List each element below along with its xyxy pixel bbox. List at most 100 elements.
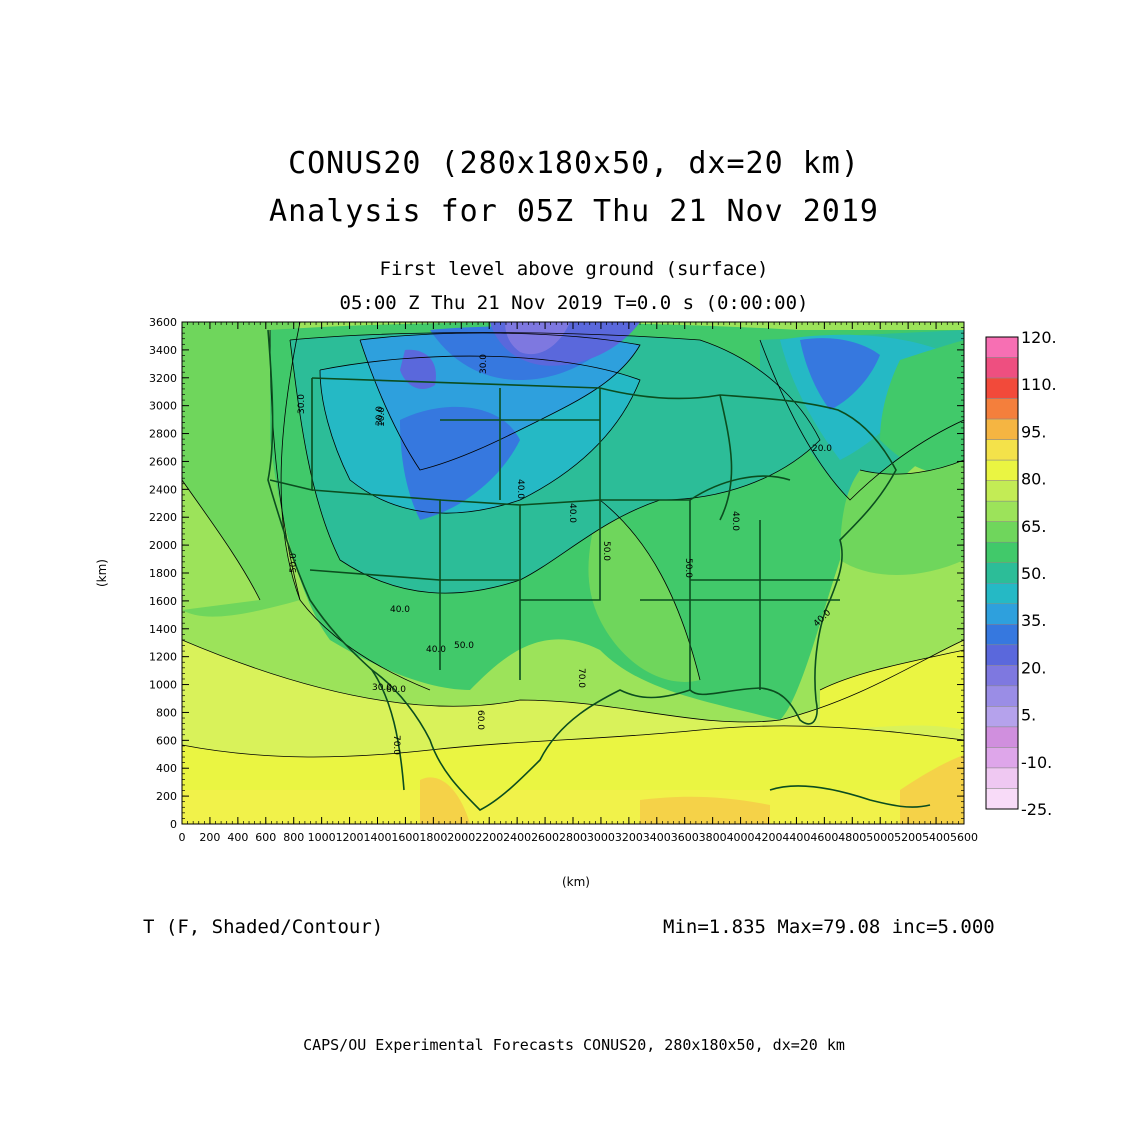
time-subtitle: 05:00 Z Thu 21 Nov 2019 T=0.0 s (0:00:00… <box>339 292 809 314</box>
x-tick-label: 5200 <box>894 831 922 844</box>
x-tick-label: 400 <box>227 831 248 844</box>
colorbar-swatch <box>985 644 1019 666</box>
x-tick-label: 1200 <box>336 831 364 844</box>
colorbar-swatch <box>985 541 1019 563</box>
x-tick-label: 1400 <box>364 831 392 844</box>
x-tick-label: 3000 <box>587 831 615 844</box>
colorbar-swatch <box>985 480 1019 502</box>
x-tick-label: 2000 <box>447 831 475 844</box>
colorbar-swatch <box>985 624 1019 646</box>
colorbar-swatch <box>985 357 1019 379</box>
colorbar-label: 35. <box>1021 611 1046 630</box>
contour-label: 50.0 <box>601 541 611 561</box>
y-tick-label: 200 <box>156 790 177 803</box>
colorbar-swatch <box>985 767 1019 789</box>
x-tick-label: 5000 <box>866 831 894 844</box>
contour-label: 40.0 <box>567 503 577 523</box>
y-tick-label: 1000 <box>149 679 177 692</box>
colorbar-swatch <box>985 706 1019 728</box>
contour-label: 60.0 <box>386 685 406 695</box>
colorbar-swatch <box>985 788 1019 810</box>
x-tick-label: 5400 <box>922 831 950 844</box>
x-tick-label: 3800 <box>699 831 727 844</box>
x-tick-label: 2400 <box>503 831 531 844</box>
colorbar-swatch <box>985 521 1019 543</box>
y-tick-label: 2600 <box>149 455 177 468</box>
level-subtitle: First level above ground (surface) <box>379 258 769 280</box>
x-tick-label: 3600 <box>671 831 699 844</box>
colorbar-swatch <box>985 726 1019 748</box>
colorbar-swatch <box>985 583 1019 605</box>
contour-label: 40.0 <box>515 479 525 499</box>
y-tick-label: 1400 <box>149 623 177 636</box>
x-tick-label: 2200 <box>475 831 503 844</box>
contour-label: 10.0 <box>377 407 387 427</box>
x-tick-label: 200 <box>199 831 220 844</box>
contour-label: 70.0 <box>391 735 401 755</box>
contour-lines <box>182 322 964 758</box>
colorbar-label: -25. <box>1021 800 1052 819</box>
x-tick-label: 4600 <box>810 831 838 844</box>
x-tick-label: 2600 <box>531 831 559 844</box>
colorbar-swatch <box>985 665 1019 687</box>
x-tick-label: 3200 <box>615 831 643 844</box>
contour-label: 30.0 <box>375 406 385 426</box>
y-tick-label: 2400 <box>149 483 177 496</box>
colorbar-label: 120. <box>1021 328 1057 347</box>
colorbar-swatch <box>985 747 1019 769</box>
y-axis-label: (km) <box>95 559 109 587</box>
contour-label: 50.0 <box>454 641 474 651</box>
contour-label: 30.0 <box>297 394 307 414</box>
y-tick-label: 3000 <box>149 400 177 413</box>
stats-label: Min=1.835 Max=79.08 inc=5.000 <box>663 916 995 938</box>
colorbar-swatch <box>985 562 1019 584</box>
x-tick-label: 800 <box>283 831 304 844</box>
colorbar-swatch <box>985 500 1019 522</box>
contour-label: 30.0 <box>372 683 392 693</box>
colorbar-label: 80. <box>1021 470 1046 489</box>
x-tick-label: 4000 <box>727 831 755 844</box>
y-tick-label: 1200 <box>149 651 177 664</box>
x-axis-label: (km) <box>562 875 590 889</box>
colorbar-swatch <box>985 336 1019 358</box>
colorbar-label: 110. <box>1021 375 1057 394</box>
contour-label: 70.0 <box>576 668 586 688</box>
x-tick-label: 4800 <box>838 831 866 844</box>
x-tick-label: 1000 <box>308 831 336 844</box>
colorbar-swatch <box>985 418 1019 440</box>
y-tick-label: 800 <box>156 706 177 719</box>
colorbar-swatch <box>985 377 1019 399</box>
x-tick-label: 3400 <box>643 831 671 844</box>
colorbar-label: 50. <box>1021 564 1046 583</box>
colorbar-swatch <box>985 685 1019 707</box>
geography-outlines <box>267 329 931 811</box>
contour-label: 50.0 <box>289 553 299 573</box>
x-tick-label: 1600 <box>391 831 419 844</box>
x-tick-label: 2800 <box>559 831 587 844</box>
credit-footer: CAPS/OU Experimental Forecasts CONUS20, … <box>303 1036 845 1054</box>
contour-label: 40.0 <box>730 511 740 531</box>
contour-label: 30.0 <box>479 354 489 374</box>
y-tick-label: 3600 <box>149 316 177 329</box>
temperature-shading <box>182 322 964 824</box>
y-tick-label: 2200 <box>149 511 177 524</box>
x-tick-label: 1800 <box>419 831 447 844</box>
y-tick-label: 1800 <box>149 567 177 580</box>
colorbar-swatch <box>985 459 1019 481</box>
y-tick-label: 1600 <box>149 595 177 608</box>
y-axis: 0 200 400 600 800 1000 1200 1400 1600 1800 2000 220… <box>149 316 964 831</box>
y-tick-label: 2800 <box>149 428 177 441</box>
contour-label: 40.0 <box>426 645 446 655</box>
colorbar-label: 5. <box>1021 706 1036 725</box>
colorbar-label: -10. <box>1021 753 1052 772</box>
contour-label: 20.0 <box>812 444 832 454</box>
y-tick-label: 0 <box>170 818 177 831</box>
colorbar-frame <box>985 336 1019 810</box>
x-tick-label: 0 <box>179 831 186 844</box>
contour-label: 50.0 <box>683 558 693 578</box>
y-tick-label: 3200 <box>149 372 177 385</box>
chart-title-line2: Analysis for 05Z Thu 21 Nov 2019 <box>269 194 879 229</box>
colorbar-label: 95. <box>1021 422 1046 441</box>
y-tick-label: 2000 <box>149 539 177 552</box>
